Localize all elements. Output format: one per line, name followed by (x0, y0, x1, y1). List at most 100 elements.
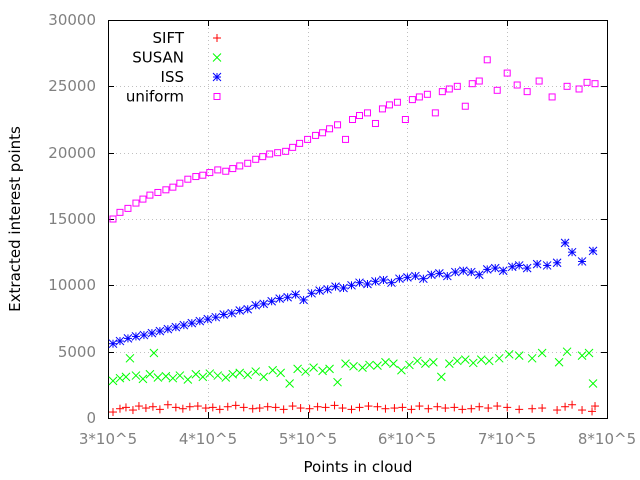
susan-point (221, 373, 231, 382)
uniform-point (355, 112, 363, 120)
sift-point (503, 403, 512, 412)
susan-point (285, 379, 294, 388)
susan-point (183, 375, 193, 384)
uniform-point (408, 96, 416, 104)
susan-point (341, 359, 350, 368)
uniform-point (468, 80, 476, 88)
uniform-point (349, 116, 357, 123)
iss-point (419, 274, 428, 284)
legend-marker-iss (212, 72, 222, 82)
uniform-point (483, 56, 491, 64)
susan-point (228, 369, 238, 379)
uniform-point (326, 125, 334, 133)
iss-point (363, 279, 372, 289)
x-tick-label: 4*10^5 (179, 430, 237, 448)
susan-point (198, 372, 208, 382)
susan-point (276, 368, 286, 378)
susan-point (405, 360, 414, 370)
susan-point (460, 355, 470, 364)
iss-point (291, 290, 300, 299)
iss-point (259, 299, 269, 309)
uniform-point (116, 208, 124, 216)
uniform-point (252, 155, 260, 163)
sift-point (255, 404, 264, 413)
uniform-point (461, 102, 469, 110)
iss-point (450, 267, 460, 277)
iss-point (355, 278, 364, 288)
uniform-point (162, 186, 170, 194)
susan-point (562, 347, 572, 357)
susan-point (251, 367, 261, 376)
sift-point (433, 402, 442, 411)
iss-point (426, 270, 436, 280)
sift-point (148, 402, 157, 411)
y-tick-label: 25000 (48, 77, 96, 95)
iss-point (482, 265, 492, 274)
iss-point (203, 314, 213, 324)
x-tick-label: 8*10^5 (578, 430, 636, 448)
iss-point (211, 312, 221, 322)
sift-point (201, 404, 210, 413)
susan-point (554, 357, 564, 367)
x-tick-label: 5*10^5 (279, 430, 337, 448)
susan-point (138, 374, 148, 384)
susan-point (161, 371, 171, 381)
uniform-point (393, 98, 401, 106)
susan-point (504, 349, 514, 359)
uniform-point (214, 166, 222, 174)
sift-point (450, 403, 459, 412)
uniform-point (319, 129, 327, 137)
sift-point (364, 402, 373, 411)
uniform-point (371, 119, 379, 127)
susan-point (413, 356, 422, 366)
uniform-point (563, 82, 571, 90)
legend-label-sift: SIFT (153, 29, 185, 47)
iss-point (552, 258, 562, 268)
sift-point (296, 404, 305, 413)
susan-point (476, 355, 486, 364)
iss-point (347, 280, 356, 290)
susan-point (468, 358, 478, 368)
iss-point (387, 278, 396, 288)
legend-marker-susan (212, 53, 222, 62)
uniform-point (132, 199, 140, 207)
sift-point (561, 402, 570, 411)
iss-point (403, 273, 412, 282)
uniform-point (445, 85, 453, 93)
uniform-point (109, 215, 117, 223)
iss-point (187, 318, 197, 328)
iss-point (195, 316, 205, 326)
sift-point (223, 402, 232, 411)
sift-point (248, 404, 257, 413)
susan-point (588, 379, 598, 388)
iss-point (251, 300, 261, 310)
sift-point (381, 404, 390, 413)
iss-point (490, 263, 500, 273)
iss-point (588, 246, 598, 256)
susan-point (358, 363, 367, 372)
sift-point (591, 402, 600, 411)
iss-point (235, 306, 245, 315)
sift-point (121, 403, 130, 412)
uniform-point (535, 77, 543, 85)
uniform-point (176, 179, 184, 187)
susan-point (428, 357, 438, 367)
susan-point (268, 365, 278, 375)
uniform-point (229, 165, 237, 173)
susan-point (444, 359, 454, 368)
susan-point (309, 363, 318, 372)
susan-point (125, 353, 135, 363)
uniform-point (206, 169, 214, 177)
sift-point (424, 404, 433, 413)
uniform-point (236, 162, 244, 170)
iss-point (315, 286, 324, 295)
y-tick-label: 0 (86, 409, 96, 427)
susan-point (373, 361, 382, 370)
iss-point (155, 326, 165, 336)
uniform-point (591, 80, 599, 88)
sift-point (321, 403, 330, 412)
susan-point (145, 369, 155, 379)
susan-point (108, 376, 118, 386)
